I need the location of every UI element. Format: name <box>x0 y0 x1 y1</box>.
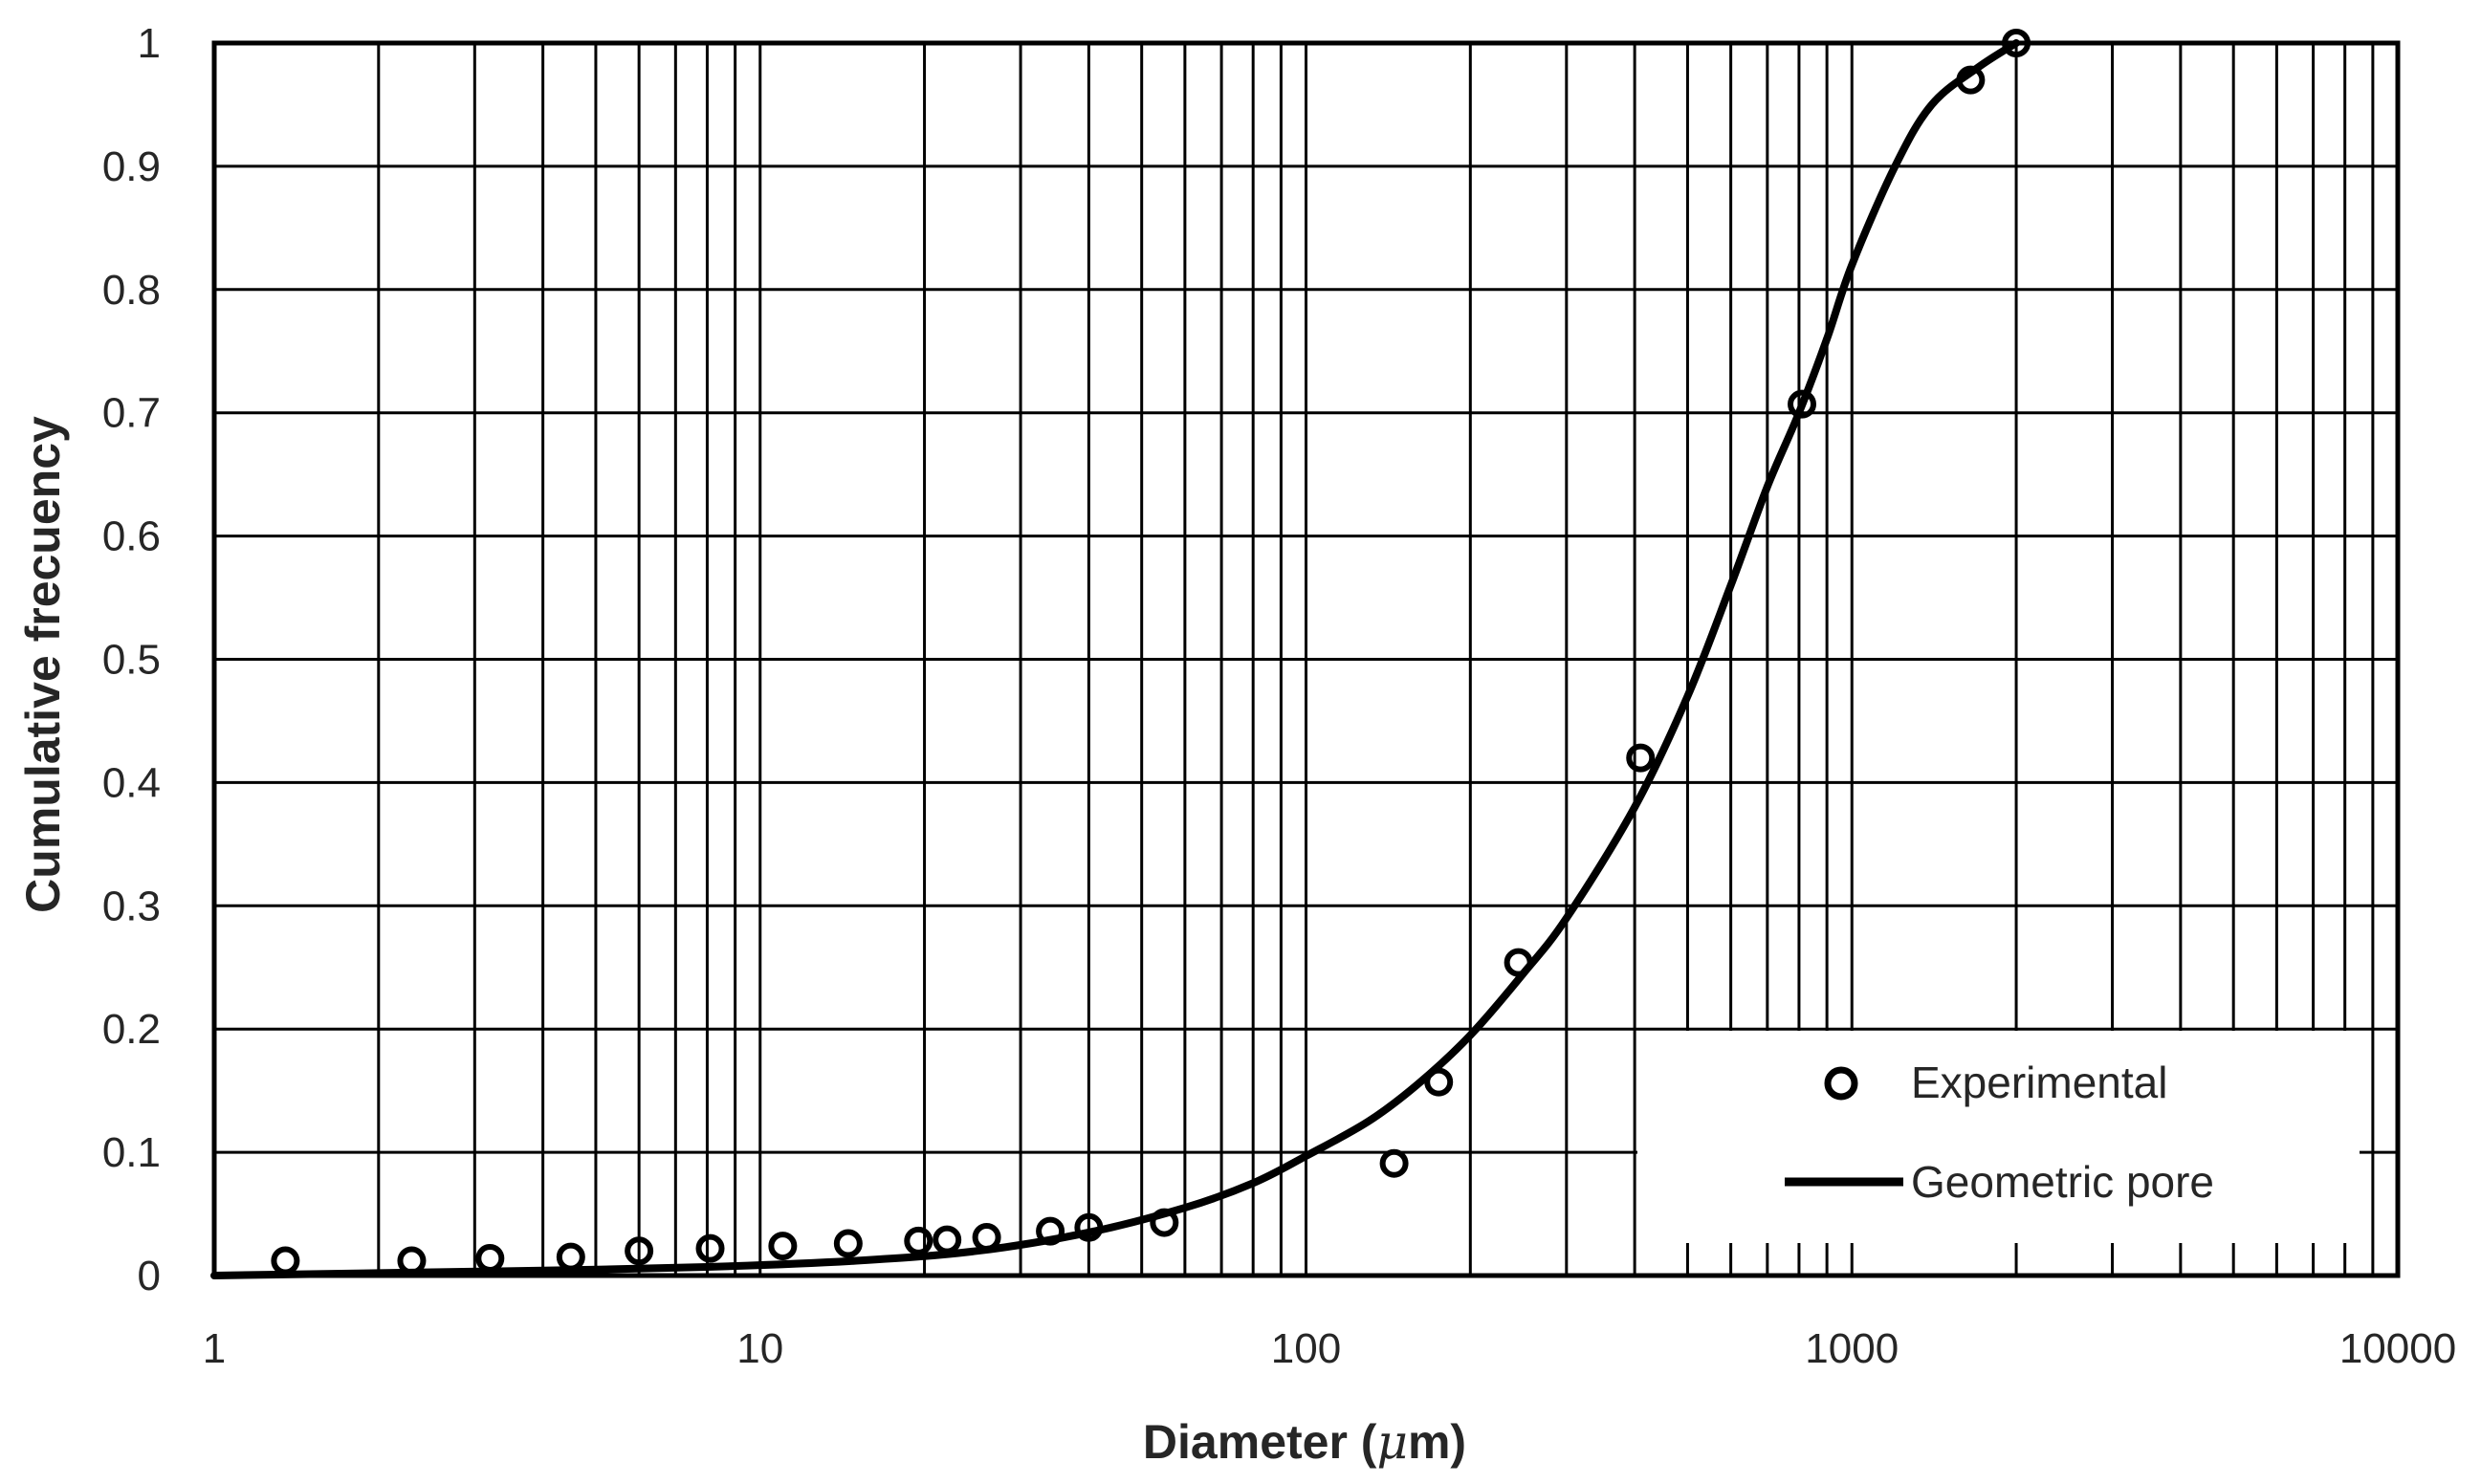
experimental-series <box>271 29 2031 1276</box>
experimental-point <box>1036 1216 1065 1246</box>
geometric-pore-series <box>210 39 2021 1279</box>
y-tick-label: 1 <box>138 20 161 67</box>
legend-box <box>1637 1031 2360 1243</box>
legend-label-geometric-pore: Geometric pore <box>1911 1157 2214 1207</box>
experimental-point <box>556 1242 585 1272</box>
experimental-point <box>397 1246 427 1276</box>
x-tick-label: 1000 <box>1805 1325 1899 1372</box>
x-axis-title-main: Diameter ( <box>1143 1415 1377 1469</box>
geometric-pore-line <box>210 39 2021 1279</box>
x-tick-label: 1 <box>203 1325 226 1372</box>
y-tick-label: 0.3 <box>102 883 161 929</box>
experimental-point <box>1379 1148 1409 1178</box>
y-tick-label: 0.5 <box>102 637 161 684</box>
y-axis-ticks: 0 0.1 0.2 0.3 0.4 0.5 0.6 0.7 0.8 0.9 1 <box>102 20 161 1299</box>
experimental-point <box>833 1229 863 1258</box>
x-tick-label: 10 <box>736 1325 783 1372</box>
x-axis-title: Diameter (μm) <box>1143 1414 1466 1470</box>
experimental-point <box>1424 1067 1454 1097</box>
y-tick-label: 0.2 <box>102 1006 161 1053</box>
y-tick-label: 0.6 <box>102 513 161 560</box>
experimental-point <box>271 1246 300 1276</box>
experimental-point <box>1504 948 1533 977</box>
x-tick-label: 10000 <box>2339 1325 2456 1372</box>
legend: Experimental Geometric pore <box>1637 1031 2360 1243</box>
legend-label-experimental: Experimental <box>1911 1058 2167 1107</box>
y-tick-label: 0.4 <box>102 759 161 806</box>
x-axis-ticks: 1 10 100 1000 10000 <box>203 1325 2456 1372</box>
experimental-point <box>1626 743 1656 773</box>
y-tick-label: 0 <box>138 1253 161 1299</box>
legend-marker-experimental <box>1824 1066 1858 1101</box>
experimental-point <box>768 1232 798 1261</box>
experimental-point <box>972 1223 1001 1253</box>
x-tick-label: 100 <box>1271 1325 1341 1372</box>
experimental-point <box>1956 65 1986 95</box>
y-axis-title: Cumulative frecuency <box>16 416 70 913</box>
y-tick-label: 0.9 <box>102 143 161 190</box>
experimental-point <box>1074 1212 1104 1242</box>
experimental-point <box>475 1243 505 1273</box>
x-axis-title-symbol: μ <box>1376 1414 1408 1470</box>
experimental-point <box>904 1226 933 1255</box>
experimental-point <box>695 1233 725 1263</box>
experimental-point <box>625 1236 654 1266</box>
y-tick-label: 0.7 <box>102 390 161 437</box>
experimental-point <box>1788 389 1817 419</box>
y-tick-label: 0.1 <box>102 1129 161 1176</box>
experimental-point <box>1150 1208 1179 1237</box>
experimental-point <box>933 1225 962 1255</box>
y-tick-label: 0.8 <box>102 267 161 314</box>
x-axis-title-unit: m) <box>1408 1415 1466 1469</box>
plot-area-border <box>211 40 2401 1278</box>
